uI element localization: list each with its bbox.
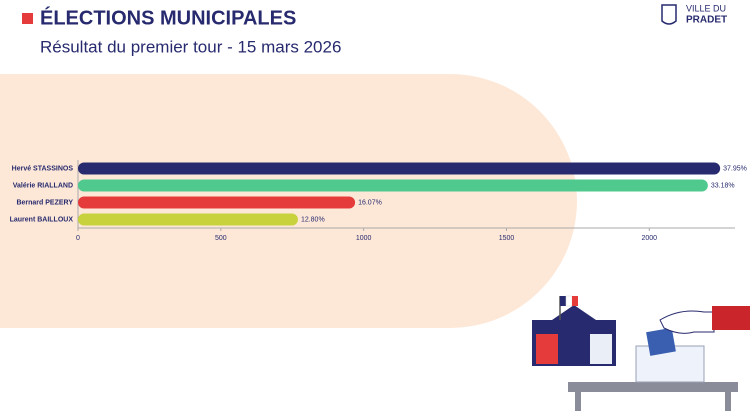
building-wing [590,334,612,364]
building-wing [536,334,558,364]
table-leg [575,392,581,411]
flag [572,296,578,306]
title-marker [22,13,33,24]
hand [659,310,715,334]
x-tick-label: 500 [215,235,227,242]
logo-shield [661,4,677,25]
chart-title: ÉLECTIONS MUNICIPALES [40,6,296,29]
plot: 0 500 1000 1500 2000 Hervé STASSINOS 37.95% Val… [10,160,747,242]
illustration [532,295,750,411]
bar [78,179,708,192]
x-tick-label: 1000 [356,235,372,242]
value-label: 12.80% [301,216,325,223]
logo-text: PRADET [686,15,727,26]
category-label: Laurent BAILLOUX [10,216,74,223]
x-tick-label: 2000 [642,235,658,242]
flag [560,296,566,306]
chart-subtitle: Résultat du premier tour - 15 mars 2026 [40,37,341,56]
x-tick-label: 0 [76,235,80,242]
bar [78,213,298,226]
value-label: 33.18% [711,182,735,189]
table-leg [725,392,731,411]
bar [78,162,721,175]
table [568,382,738,392]
ballot [646,327,676,356]
category-label: Valérie RIALLAND [13,182,73,189]
category-label: Bernard PEZERY [16,199,73,206]
logo-text: VILLE DU [686,3,726,13]
logo: VILLE DU PRADET [661,3,727,26]
building-roof [552,305,596,320]
value-label: 16.07% [358,199,382,206]
bar [78,196,356,209]
x-tick-label: 1500 [499,235,515,242]
sleeve [712,306,750,330]
category-label: Hervé STASSINOS [12,165,74,172]
value-label: 37.95% [723,165,747,172]
flag [565,295,573,307]
